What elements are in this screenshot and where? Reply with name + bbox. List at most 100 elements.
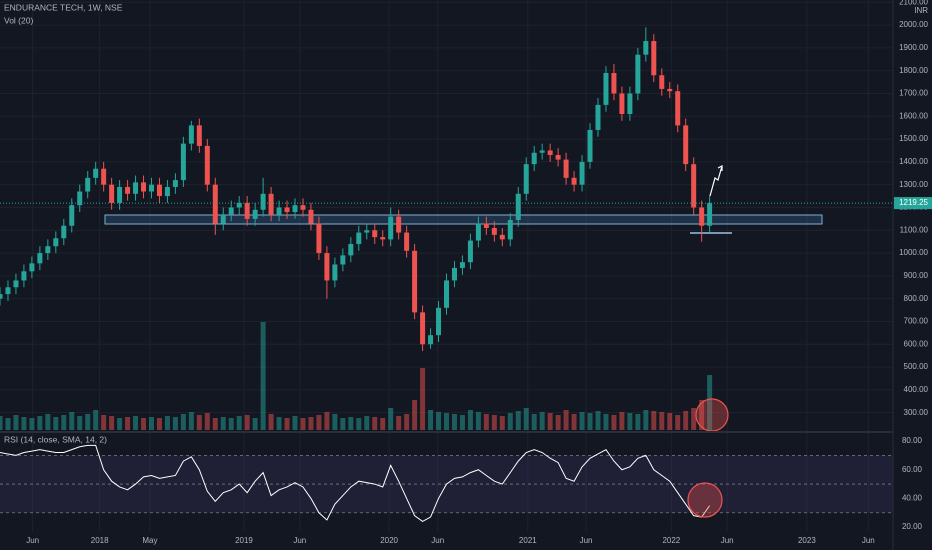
candle-body bbox=[133, 182, 139, 194]
candle-body bbox=[340, 255, 346, 265]
candle-body bbox=[260, 193, 266, 210]
candle-body bbox=[252, 209, 258, 219]
candle-body bbox=[292, 205, 298, 213]
candle-body bbox=[77, 191, 83, 206]
volume-bar bbox=[595, 411, 601, 430]
volume-bar bbox=[5, 418, 11, 430]
volume-bar bbox=[587, 413, 593, 430]
candle-body bbox=[643, 41, 649, 55]
volume-bar bbox=[380, 418, 386, 430]
volume-bar bbox=[252, 418, 258, 430]
volume-bar bbox=[579, 412, 585, 430]
x-tick-label: 2020 bbox=[380, 536, 398, 545]
y-tick-label: 1100.00 bbox=[900, 225, 929, 234]
x-tick-label: 2021 bbox=[519, 536, 537, 545]
candle-body bbox=[667, 88, 673, 92]
candle-body bbox=[499, 234, 505, 240]
volume-bar bbox=[396, 416, 402, 430]
candle-body bbox=[316, 223, 322, 254]
last-price-box bbox=[894, 197, 932, 210]
y-tick-label: 800.00 bbox=[904, 294, 929, 303]
volume-bar bbox=[164, 416, 170, 430]
candle-body bbox=[619, 93, 625, 114]
volume-bar bbox=[675, 415, 681, 430]
volume-bar bbox=[188, 412, 194, 430]
y-tick-label: 500.00 bbox=[904, 362, 929, 371]
candle-body bbox=[595, 104, 601, 130]
volume-bar bbox=[356, 418, 362, 430]
candle-body bbox=[563, 159, 569, 178]
volume-bar bbox=[101, 415, 107, 430]
volume-bar bbox=[93, 410, 99, 430]
candle-body bbox=[188, 125, 194, 144]
candle-body bbox=[284, 207, 290, 213]
candle-body bbox=[483, 223, 489, 228]
volume-bar bbox=[69, 412, 75, 430]
volume-bar bbox=[364, 416, 370, 430]
candle-body bbox=[603, 72, 609, 105]
volume-bar bbox=[372, 417, 378, 430]
candle-body bbox=[37, 253, 43, 264]
x-tick-label: Jun bbox=[431, 536, 444, 545]
volume-bar bbox=[196, 415, 202, 430]
volume-bar bbox=[619, 412, 625, 430]
volume-bar bbox=[61, 415, 67, 430]
volume-bar bbox=[491, 415, 497, 430]
x-tick-label: Jun bbox=[293, 536, 306, 545]
axes: Jun 2018 May 2019 Jun 2020 Jun 2021 Jun 2022 Jun 20… bbox=[26, 0, 932, 545]
candle-body bbox=[579, 161, 585, 185]
candle-body bbox=[220, 214, 226, 224]
candle-body bbox=[380, 237, 386, 240]
candle-body bbox=[244, 202, 250, 219]
candle-body bbox=[404, 232, 410, 251]
volume-bar bbox=[21, 417, 27, 430]
highlight-circle bbox=[687, 482, 723, 518]
candle-body bbox=[324, 253, 330, 281]
volume-bar bbox=[659, 412, 665, 430]
candle-body bbox=[45, 246, 51, 254]
volume-bar bbox=[388, 408, 394, 430]
candle-body bbox=[276, 207, 282, 215]
volume-bar bbox=[547, 413, 553, 430]
y-tick-label: 1000.00 bbox=[899, 248, 928, 257]
candle-body bbox=[148, 184, 154, 192]
volume-bar bbox=[436, 412, 442, 430]
candle-body bbox=[141, 182, 147, 192]
y-tick-label: 2100.00 bbox=[899, 0, 928, 6]
rsi-tick-label: 40.00 bbox=[902, 494, 923, 503]
volume-bar bbox=[0, 416, 3, 430]
x-tick-label: May bbox=[142, 536, 157, 545]
candle-body bbox=[0, 294, 3, 299]
candle-body bbox=[348, 243, 354, 256]
candle-body bbox=[196, 125, 202, 146]
candle-body bbox=[300, 205, 306, 210]
candle-body bbox=[172, 180, 178, 187]
currency: INR bbox=[914, 6, 928, 15]
volume-bar bbox=[228, 418, 234, 430]
y-tick-label: 1500.00 bbox=[899, 134, 928, 143]
candle-body bbox=[212, 184, 218, 224]
volume-bar bbox=[284, 418, 290, 430]
x-tick-label: Jun bbox=[580, 536, 593, 545]
y-tick-label: 1900.00 bbox=[899, 43, 928, 52]
candle-body bbox=[356, 232, 362, 244]
candle-body bbox=[699, 207, 705, 226]
volume-bar bbox=[499, 416, 505, 430]
candle-body bbox=[475, 223, 481, 241]
volume-bar bbox=[300, 418, 306, 430]
candle-body bbox=[539, 150, 545, 153]
volume-bar bbox=[451, 414, 457, 430]
candle-body bbox=[428, 335, 434, 345]
y-tick-label: 600.00 bbox=[904, 339, 929, 348]
volume-bar bbox=[268, 414, 274, 430]
candle-body bbox=[659, 75, 665, 89]
highlight-circle bbox=[695, 398, 729, 432]
volume-bar bbox=[180, 414, 186, 430]
volume-bar bbox=[412, 400, 418, 430]
volume-bar bbox=[483, 414, 489, 430]
chart-title: ENDURANCE TECH, 1W, NSE bbox=[4, 2, 123, 12]
y-tick-label: 1400.00 bbox=[899, 157, 928, 166]
rsi-tick-label: 60.00 bbox=[902, 465, 923, 474]
volume-bar bbox=[316, 415, 322, 430]
